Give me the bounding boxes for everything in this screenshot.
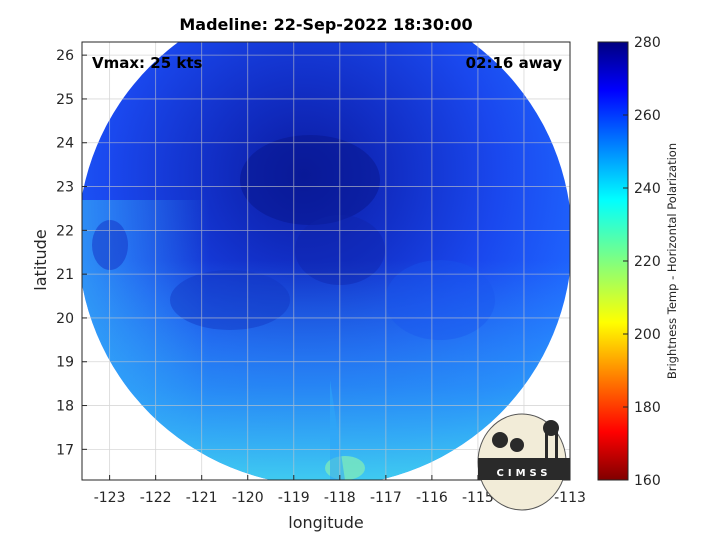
x-tick-labels: -123-122-121-120-119-118-117-116-115-114… <box>94 475 586 506</box>
x-tick-label: -121 <box>186 490 218 506</box>
x-tick-label: -118 <box>324 490 356 506</box>
y-tick-label: 18 <box>56 399 74 415</box>
y-tick-label: 22 <box>56 223 74 239</box>
y-tick-label: 24 <box>56 136 74 152</box>
logo-tower-leg <box>545 432 548 470</box>
swath-seam <box>330 380 345 480</box>
y-tick-labels: 17 18 19 20 21 22 23 24 25 26 <box>56 48 87 458</box>
x-tick-label: -122 <box>140 490 172 506</box>
colorbar-label: Brightness Temp - Horizontal Polarizatio… <box>665 143 679 379</box>
time-away-label: 02:16 away <box>466 54 563 72</box>
y-axis-label: latitude <box>31 229 50 290</box>
x-tick-label: -116 <box>416 490 448 506</box>
colorbar-tick-label: 200 <box>634 327 661 343</box>
logo-building <box>478 458 570 480</box>
colorbar-tick-label: 160 <box>634 473 661 489</box>
x-tick-label: -113 <box>554 490 586 506</box>
logo-text: CIMSS <box>497 468 552 479</box>
colorbar-tick-label: 220 <box>634 254 661 270</box>
colorbar-tick-label: 260 <box>634 108 661 124</box>
y-tick-label: 21 <box>56 267 74 283</box>
x-tick-label: -119 <box>278 490 310 506</box>
logo-tower-leg-2 <box>555 432 558 470</box>
y-tick-label: 25 <box>56 92 74 108</box>
y-tick-label: 19 <box>56 355 74 371</box>
y-tick-label: 23 <box>56 180 74 196</box>
vmax-label: Vmax: 25 kts <box>92 54 202 72</box>
cold-core <box>240 135 380 225</box>
x-tick-label: -120 <box>232 490 264 506</box>
colorbar-tick-labels: 160 180 200 220 240 260 280 <box>623 35 661 489</box>
cold-patch-west <box>170 270 290 330</box>
plot-frame <box>81 41 571 481</box>
y-tick-label: 20 <box>56 311 74 327</box>
cimss-logo: CIMSS <box>477 413 570 511</box>
x-tick-label: -117 <box>370 490 402 506</box>
logo-water-tower <box>543 420 559 436</box>
x-axis-label: longitude <box>288 513 363 532</box>
logo-dish-1 <box>492 432 508 448</box>
x-tick-label: -115 <box>462 490 494 506</box>
grid-lines <box>82 42 571 480</box>
colorbar-tick-label: 280 <box>634 35 661 51</box>
cold-patch-east <box>385 260 495 340</box>
figure-title: Madeline: 22-Sep-2022 18:30:00 <box>179 15 472 34</box>
logo-dish-2 <box>510 438 524 452</box>
colorbar-tick-label: 180 <box>634 400 661 416</box>
colorbar-tick-label: 240 <box>634 181 661 197</box>
y-tick-label: 17 <box>56 442 74 458</box>
x-tick-label: -123 <box>94 490 126 506</box>
y-tick-label: 26 <box>56 48 74 64</box>
